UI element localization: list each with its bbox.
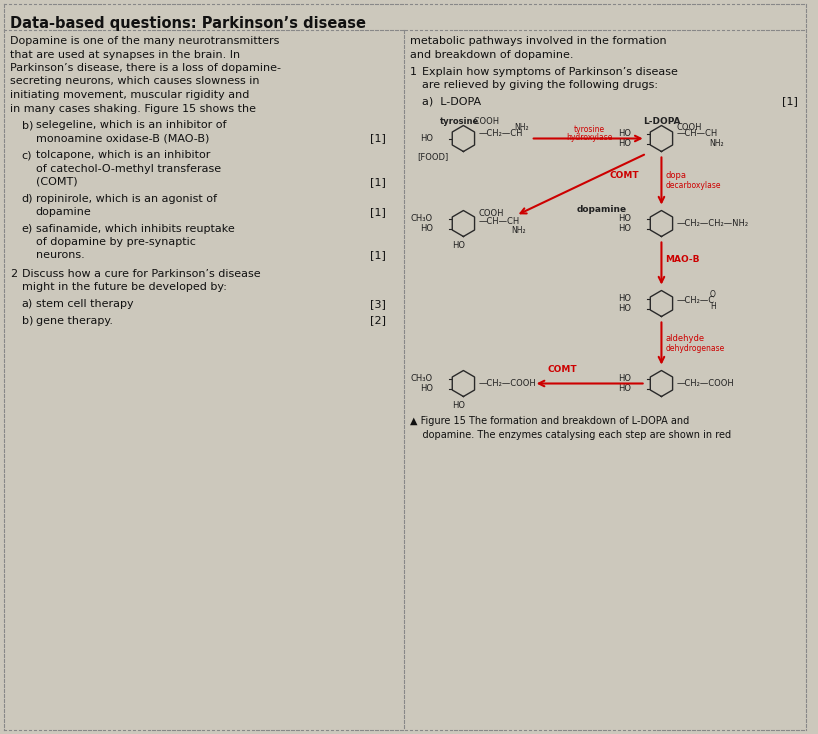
Text: b): b) bbox=[22, 120, 34, 130]
Text: [1]: [1] bbox=[371, 177, 386, 187]
Text: selegeline, which is an inhibitor of: selegeline, which is an inhibitor of bbox=[36, 120, 226, 130]
Text: H: H bbox=[710, 302, 716, 311]
Text: NH₂: NH₂ bbox=[514, 123, 528, 132]
Text: and breakdown of dopamine.: and breakdown of dopamine. bbox=[410, 49, 573, 59]
Text: HO: HO bbox=[420, 384, 433, 393]
Text: Parkinson’s disease, there is a loss of dopamine-: Parkinson’s disease, there is a loss of … bbox=[10, 63, 281, 73]
Text: decarboxylase: decarboxylase bbox=[665, 181, 721, 191]
Text: HO: HO bbox=[618, 129, 631, 138]
Text: —CH₂—COOH: —CH₂—COOH bbox=[676, 379, 734, 388]
Text: [1]: [1] bbox=[371, 207, 386, 217]
Text: HO: HO bbox=[618, 139, 631, 148]
Text: that are used at synapses in the brain. In: that are used at synapses in the brain. … bbox=[10, 49, 240, 59]
Text: COOH: COOH bbox=[479, 209, 504, 218]
Text: of dopamine by pre-synaptic: of dopamine by pre-synaptic bbox=[36, 237, 196, 247]
Text: Dopamine is one of the many neurotransmitters: Dopamine is one of the many neurotransmi… bbox=[10, 36, 279, 46]
Text: tyrosine: tyrosine bbox=[440, 117, 479, 126]
Text: initiating movement, muscular rigidity and: initiating movement, muscular rigidity a… bbox=[10, 90, 249, 100]
Text: [1]: [1] bbox=[371, 250, 386, 261]
Text: CH₃O: CH₃O bbox=[411, 214, 433, 223]
Text: [FOOD]: [FOOD] bbox=[417, 153, 448, 161]
Text: dopamine. The enzymes catalysing each step are shown in red: dopamine. The enzymes catalysing each st… bbox=[410, 429, 731, 440]
Text: ropinirole, which is an agonist of: ropinirole, which is an agonist of bbox=[36, 194, 217, 203]
Text: [1]: [1] bbox=[371, 134, 386, 144]
Text: HO: HO bbox=[618, 304, 631, 313]
Text: metabolic pathways involved in the formation: metabolic pathways involved in the forma… bbox=[410, 36, 667, 46]
Text: tyrosine: tyrosine bbox=[574, 125, 605, 134]
Text: a): a) bbox=[22, 299, 33, 309]
Text: —CH—CH: —CH—CH bbox=[676, 129, 717, 138]
Text: COMT: COMT bbox=[609, 172, 639, 181]
Text: might in the future be developed by:: might in the future be developed by: bbox=[22, 283, 227, 293]
Text: aldehyde: aldehyde bbox=[665, 334, 704, 343]
Text: of catechol-O-methyl transferase: of catechol-O-methyl transferase bbox=[36, 164, 221, 173]
Text: Data-based questions: Parkinson’s disease: Data-based questions: Parkinson’s diseas… bbox=[10, 16, 366, 31]
Text: tolcapone, which is an inhibitor: tolcapone, which is an inhibitor bbox=[36, 150, 210, 160]
Text: HO: HO bbox=[452, 401, 465, 410]
Text: Explain how symptoms of Parkinson’s disease: Explain how symptoms of Parkinson’s dise… bbox=[422, 67, 677, 77]
Text: dopa: dopa bbox=[665, 170, 686, 180]
Text: O: O bbox=[710, 290, 716, 299]
Text: HO: HO bbox=[618, 214, 631, 223]
Text: HO: HO bbox=[618, 224, 631, 233]
Text: —CH₂—C: —CH₂—C bbox=[676, 296, 714, 305]
Text: d): d) bbox=[22, 194, 34, 203]
Text: HO: HO bbox=[420, 134, 433, 143]
Text: e): e) bbox=[22, 223, 33, 233]
Text: 2: 2 bbox=[10, 269, 17, 279]
Text: NH₂: NH₂ bbox=[709, 139, 724, 148]
Text: HO: HO bbox=[452, 241, 465, 250]
Text: neurons.: neurons. bbox=[36, 250, 84, 261]
Text: gene therapy.: gene therapy. bbox=[36, 316, 113, 325]
Text: [1]: [1] bbox=[782, 96, 798, 106]
Text: hydroxylase: hydroxylase bbox=[567, 134, 613, 142]
Text: in many cases shaking. Figure 15 shows the: in many cases shaking. Figure 15 shows t… bbox=[10, 103, 256, 114]
Text: L-DOPA: L-DOPA bbox=[643, 117, 681, 126]
Text: 1: 1 bbox=[410, 67, 417, 77]
Text: NH₂: NH₂ bbox=[511, 226, 525, 235]
Text: dopamine: dopamine bbox=[36, 207, 92, 217]
Text: [3]: [3] bbox=[371, 299, 386, 309]
Text: COOH: COOH bbox=[676, 123, 702, 132]
Text: ▲ Figure 15 The formation and breakdown of L-DOPA and: ▲ Figure 15 The formation and breakdown … bbox=[410, 416, 690, 426]
Text: Discuss how a cure for Parkinson’s disease: Discuss how a cure for Parkinson’s disea… bbox=[22, 269, 260, 279]
Text: [2]: [2] bbox=[371, 316, 386, 325]
Text: CH₃O: CH₃O bbox=[411, 374, 433, 383]
Text: HO: HO bbox=[618, 294, 631, 303]
Text: (COMT): (COMT) bbox=[36, 177, 77, 187]
Text: c): c) bbox=[22, 150, 32, 160]
Text: COMT: COMT bbox=[547, 365, 578, 374]
Text: —CH₂—COOH: —CH₂—COOH bbox=[479, 379, 536, 388]
Text: stem cell therapy: stem cell therapy bbox=[36, 299, 133, 309]
Text: —CH₂—CH: —CH₂—CH bbox=[479, 129, 523, 138]
Text: —CH₂—CH₂—NH₂: —CH₂—CH₂—NH₂ bbox=[676, 219, 748, 228]
Text: safinamide, which inhibits reuptake: safinamide, which inhibits reuptake bbox=[36, 223, 235, 233]
Text: b): b) bbox=[22, 316, 34, 325]
Text: secreting neurons, which causes slowness in: secreting neurons, which causes slowness… bbox=[10, 76, 259, 87]
Text: HO: HO bbox=[420, 224, 433, 233]
Text: dopamine: dopamine bbox=[577, 205, 627, 214]
Text: a)  L-DOPA: a) L-DOPA bbox=[422, 96, 481, 106]
Text: MAO-B: MAO-B bbox=[665, 255, 700, 264]
Text: monoamine oxidase-B (MAO-B): monoamine oxidase-B (MAO-B) bbox=[36, 134, 209, 144]
Text: dehydrogenase: dehydrogenase bbox=[665, 344, 725, 353]
Text: HO: HO bbox=[618, 374, 631, 383]
Text: HO: HO bbox=[618, 384, 631, 393]
Text: —CH—CH: —CH—CH bbox=[479, 217, 519, 226]
Text: COOH: COOH bbox=[471, 117, 500, 126]
Text: are relieved by giving the following drugs:: are relieved by giving the following dru… bbox=[422, 81, 658, 90]
